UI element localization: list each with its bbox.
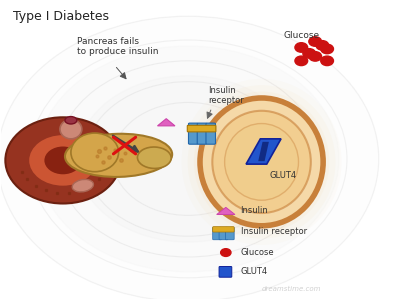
Ellipse shape <box>72 179 94 192</box>
FancyBboxPatch shape <box>219 227 228 240</box>
Ellipse shape <box>65 134 172 177</box>
Ellipse shape <box>60 119 82 139</box>
Text: GLUT4: GLUT4 <box>269 171 296 180</box>
Text: Insulin
receptor: Insulin receptor <box>208 86 244 105</box>
Circle shape <box>77 76 299 242</box>
Circle shape <box>44 146 82 174</box>
Circle shape <box>309 37 322 46</box>
Polygon shape <box>217 207 235 214</box>
FancyBboxPatch shape <box>213 227 234 232</box>
Circle shape <box>321 56 334 66</box>
Ellipse shape <box>65 117 77 124</box>
Ellipse shape <box>71 133 118 172</box>
Ellipse shape <box>188 85 336 239</box>
FancyBboxPatch shape <box>187 125 216 132</box>
Circle shape <box>303 49 316 58</box>
Circle shape <box>309 52 322 61</box>
Text: Insulin receptor: Insulin receptor <box>240 227 307 236</box>
Ellipse shape <box>138 147 171 168</box>
Circle shape <box>221 249 231 256</box>
FancyBboxPatch shape <box>197 123 207 144</box>
Ellipse shape <box>212 111 311 213</box>
Text: Type I Diabetes: Type I Diabetes <box>13 10 109 23</box>
Circle shape <box>295 56 308 66</box>
Ellipse shape <box>194 92 329 232</box>
Circle shape <box>321 44 334 54</box>
Ellipse shape <box>182 79 342 245</box>
FancyBboxPatch shape <box>226 227 234 240</box>
Ellipse shape <box>200 98 323 226</box>
Text: Glucose: Glucose <box>240 248 274 257</box>
Circle shape <box>29 135 97 186</box>
FancyBboxPatch shape <box>206 123 216 144</box>
Circle shape <box>5 117 120 203</box>
Text: Insulin: Insulin <box>240 206 268 215</box>
FancyBboxPatch shape <box>219 266 232 277</box>
Circle shape <box>295 43 308 52</box>
Polygon shape <box>158 119 175 126</box>
FancyBboxPatch shape <box>188 123 198 144</box>
FancyBboxPatch shape <box>213 227 222 240</box>
Text: GLUT4: GLUT4 <box>240 267 268 276</box>
Circle shape <box>37 46 339 272</box>
Text: dreamstime.com: dreamstime.com <box>262 286 321 292</box>
Polygon shape <box>246 139 281 164</box>
Text: Pancreas fails
to produce insulin: Pancreas fails to produce insulin <box>77 37 158 56</box>
Polygon shape <box>258 142 269 161</box>
Ellipse shape <box>225 124 298 200</box>
Circle shape <box>316 40 329 50</box>
Text: Glucose: Glucose <box>283 31 319 40</box>
